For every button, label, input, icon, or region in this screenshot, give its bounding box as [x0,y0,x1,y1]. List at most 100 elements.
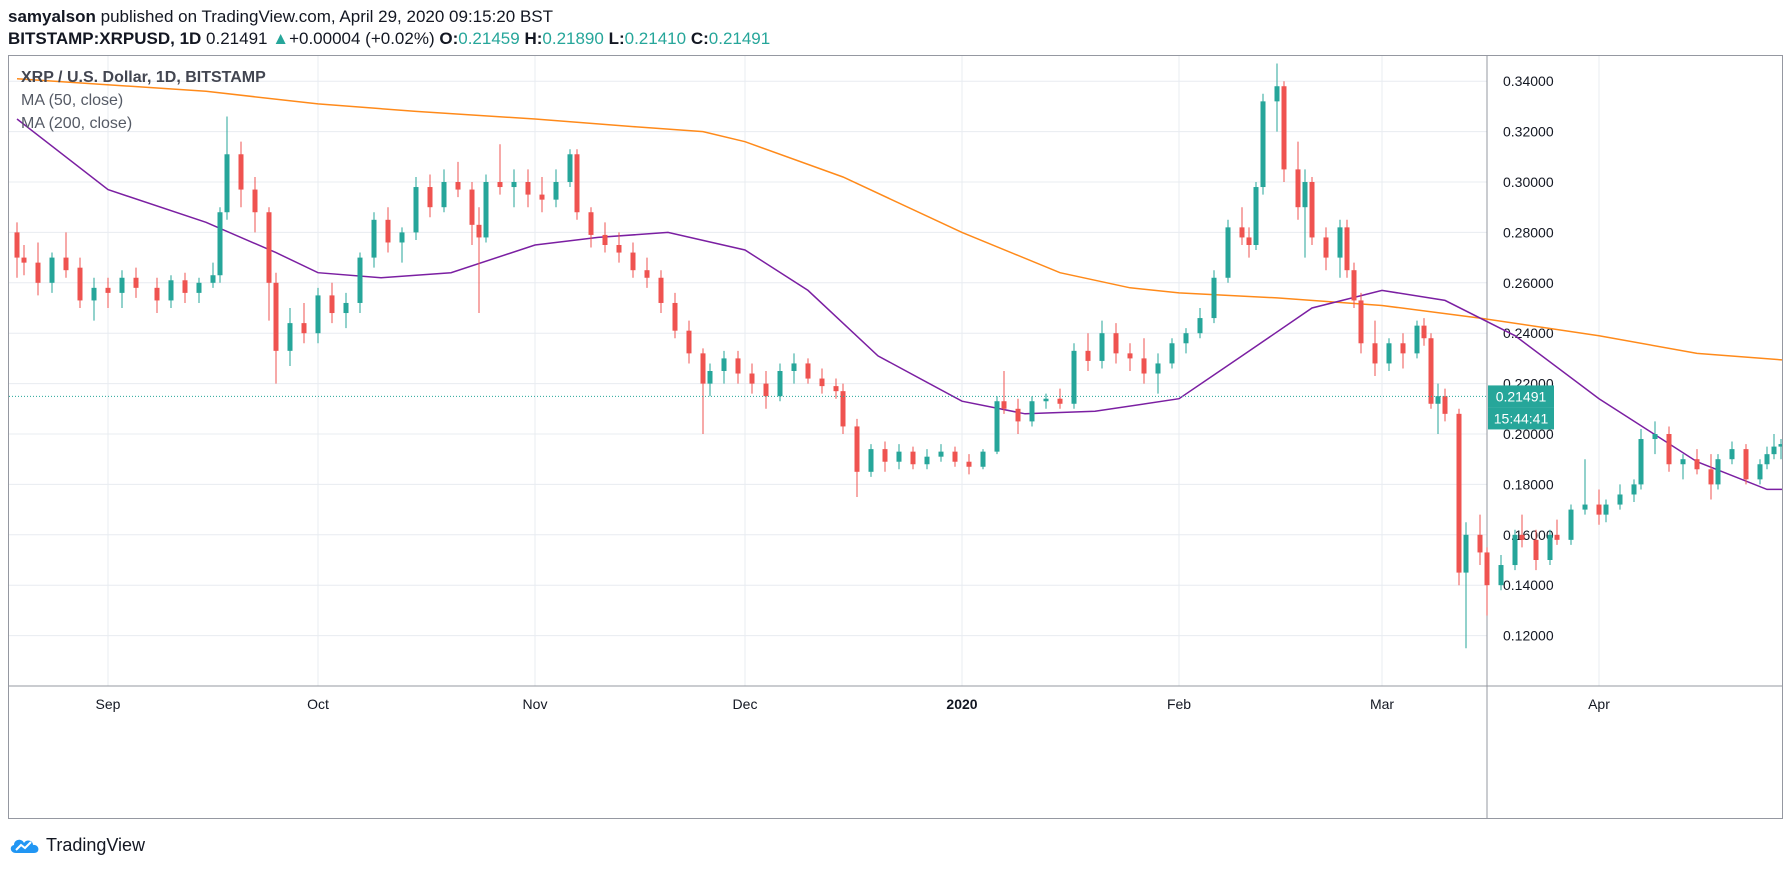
candle-down [840,391,846,427]
symbol-info-line: BITSTAMP:XRPUSD, 1D 0.21491 ▲+0.00004 (+… [8,29,770,49]
candle-up [357,257,363,303]
candle-up [49,257,55,283]
candle-up [1631,484,1637,495]
y-tick-label: 0.16000 [1503,527,1554,543]
x-tick-label: Dec [733,696,758,712]
candle-down [1400,343,1406,354]
candle-down [1484,552,1490,586]
candle-down [476,224,482,238]
candle-down [1127,353,1133,359]
price-chart[interactable]: 0.34000 0.32000 0.30000 0.28000 0.26000 0.240… [9,56,1783,819]
candle-up [343,302,349,314]
candle-up [1582,504,1588,510]
countdown-tag-text: 15:44:41 [1494,410,1549,426]
candle-up [1337,227,1343,258]
y-tick-label: 0.24000 [1503,325,1554,341]
x-tick-label: Nov [523,696,548,712]
candle-down [672,302,678,331]
candle-up [1603,504,1609,515]
candle-down [1666,434,1672,465]
candle-down [966,461,972,467]
candle-up [1729,449,1735,460]
candle-up [777,371,783,397]
candle-down [1694,459,1700,470]
brand-name: TradingView [46,834,146,855]
candle-up [1211,277,1217,319]
candle-down [266,212,272,283]
candle-up [1680,459,1686,465]
candle-up [1260,101,1266,188]
candle-down [1351,270,1357,301]
candle-down [238,154,244,190]
y-tick-label: 0.30000 [1503,174,1554,190]
y-tick-label: 0.20000 [1503,426,1554,442]
candle-down [854,426,860,472]
candle-down [329,295,335,314]
y-tick-label: 0.18000 [1503,476,1554,492]
candle-up [1638,439,1644,485]
tradingview-branding[interactable]: TradingView [8,834,145,856]
candle-down [1015,408,1021,422]
legend-ma50[interactable]: MA (50, close) [21,92,124,109]
candle-down [700,353,706,384]
high-value: 0.21890 [542,29,604,48]
candle-up [399,232,405,243]
candle-up [938,451,944,457]
candle-up [315,295,321,334]
legend-title: XRP / U.S. Dollar, 1D, BITSTAMP [21,69,266,86]
candle-down [1372,343,1378,364]
candle-down [1323,237,1329,258]
candle-down [1533,539,1539,560]
candle-up [721,358,727,371]
candle-up [168,280,174,301]
candle-up [567,154,573,182]
candle-up [1547,534,1553,560]
candle-down [105,287,111,293]
candle-down [1456,413,1462,573]
legend-ma200[interactable]: MA (200, close) [21,115,133,132]
candle-down [630,252,636,271]
price-change: +0.00004 (+0.02%) [289,29,435,48]
y-tick-label: 0.12000 [1503,628,1554,644]
countdown-tag [1488,407,1554,430]
candle-up [1071,350,1077,404]
candle-up [980,451,986,467]
candle-down [1239,227,1245,238]
candle-up [196,282,202,293]
x-tick-label: Feb [1167,696,1191,712]
publish-info: samyalson published on TradingView.com, … [8,7,553,27]
candle-down [35,262,41,283]
last-price-tag-text: 0.21491 [1496,388,1547,404]
candle-down [1344,227,1350,271]
candle-down [154,287,160,301]
chart-legend: XRP / U.S. Dollar, 1D, BITSTAMP MA (50, … [21,66,266,135]
candle-down [21,257,27,263]
candle-up [1512,534,1518,566]
last-price: 0.21491 [206,29,268,48]
candle-up [1771,446,1777,455]
candle-down [427,187,433,208]
candle-up [994,401,1000,452]
candle-up [1778,444,1782,447]
candle-up [1568,509,1574,540]
candle-down [63,257,69,271]
candle-up [1169,343,1175,364]
y-tick-label: 0.14000 [1503,577,1554,593]
candle-up [1764,454,1770,465]
candle-down [1001,401,1007,409]
candle-down [1113,333,1119,354]
candle-down [1295,169,1301,208]
chart-panel[interactable]: 0.34000 0.32000 0.30000 0.28000 0.26000 0.240… [8,55,1783,819]
ma200-line [16,77,1782,361]
candle-down [525,182,531,195]
x-tick-label: Oct [307,696,329,712]
candle-down [602,234,608,245]
candle-down [1554,534,1560,540]
candle-up [483,182,489,238]
candle-down [1428,338,1434,404]
candle-up [1463,534,1469,573]
candle-down [1085,350,1091,361]
last-price-tag [1488,385,1554,408]
candle-up [413,187,419,233]
candle-up [1757,464,1763,480]
